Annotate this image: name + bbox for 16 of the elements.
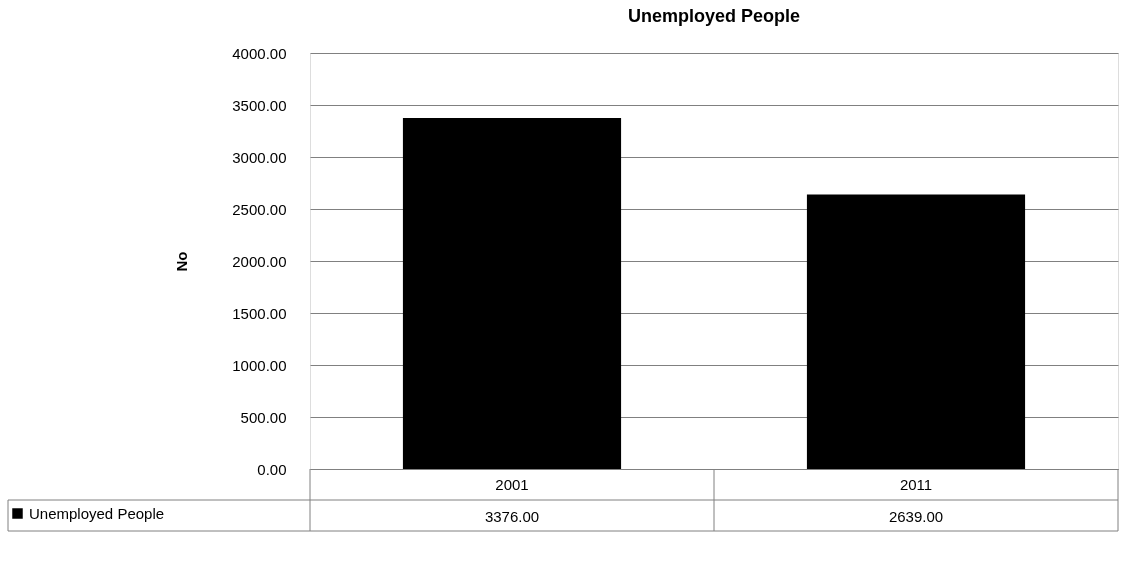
y-tick-label: 4000.00 [232,44,287,62]
y-tick-label: 1500.00 [232,304,287,322]
y-tick-label: 3000.00 [232,148,287,166]
data-label: 3376.00 [484,507,540,525]
y-tick-label: 2000.00 [232,252,287,270]
y-tick-label: 3500.00 [232,96,287,114]
data-label: 2639.00 [888,507,944,525]
x-tick-label: 2001 [495,475,529,493]
y-tick-label: 500.00 [240,408,287,426]
y-tick-label: 2500.00 [232,200,287,218]
chart-title: Unemployed People [627,6,801,26]
y-tick-label: 1000.00 [232,356,287,374]
legend-label: Unemployed People [29,504,165,522]
y-axis-title: No [173,251,191,272]
x-tick-label: 2011 [899,475,933,493]
y-tick-label: 0.00 [257,460,287,478]
